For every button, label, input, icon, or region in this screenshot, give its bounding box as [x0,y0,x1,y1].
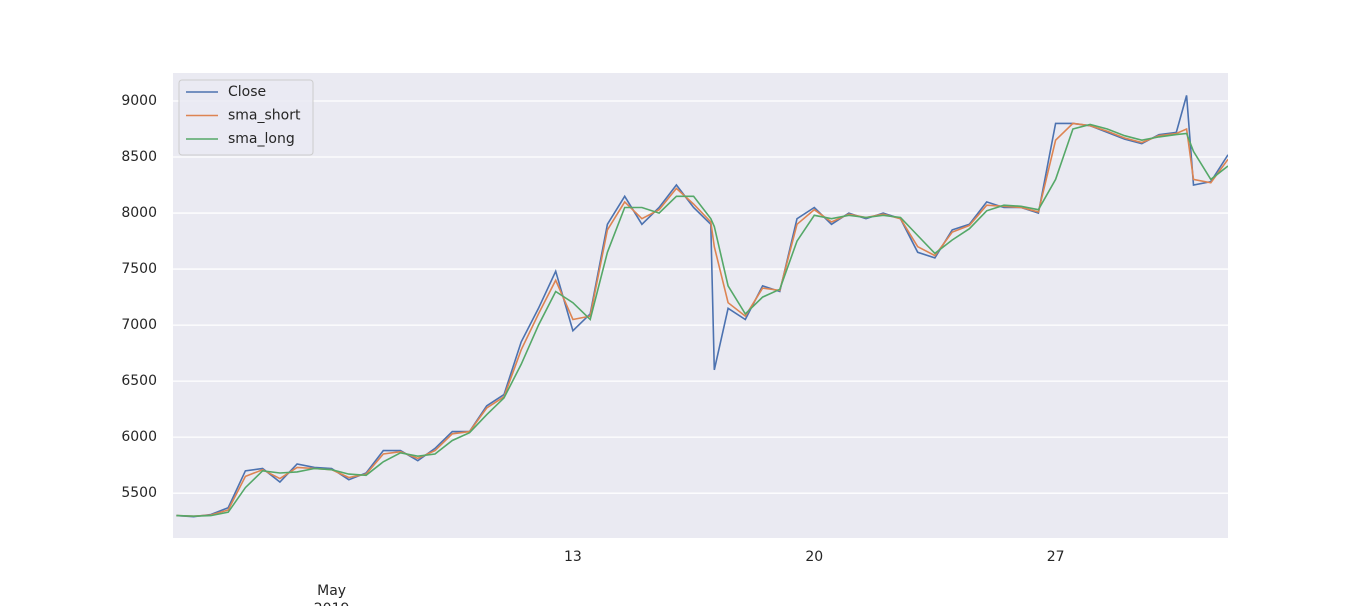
legend-label: Close [228,84,266,100]
x-major-tick-label: May [317,583,346,599]
y-tick-label: 7000 [121,317,157,333]
x-tick-label: 13 [564,549,582,565]
legend-label: sma_short [228,108,301,124]
x-major-tick-label: 2019 [314,601,350,606]
legend-box [178,79,314,156]
line-sma-short [176,122,1228,518]
y-tick-label: 5500 [121,485,157,501]
y-tick-label: 8000 [121,205,157,221]
x-tick-label: 20 [805,549,823,565]
x-tick-label: 27 [1047,549,1065,565]
y-tick-label: 6000 [121,429,157,445]
y-tick-label: 7500 [121,261,157,277]
y-tick-label: 8500 [121,149,157,165]
plot-area [173,73,1228,538]
y-tick-label: 6500 [121,373,157,389]
line-sma-long [176,123,1228,518]
y-tick-label: 9000 [121,93,157,109]
legend-label: sma_long [228,131,295,147]
